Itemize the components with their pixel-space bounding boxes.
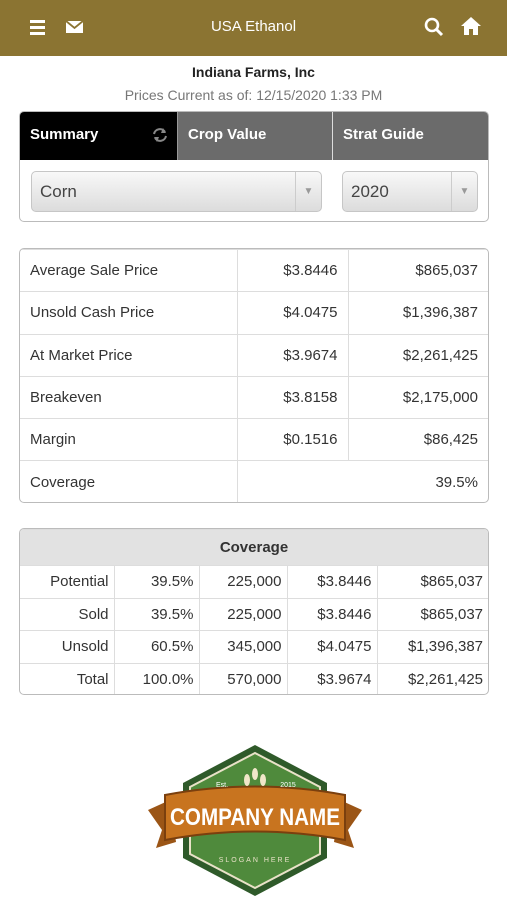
table-row: At Market Price $3.9674 $2,261,425 [20, 333, 488, 377]
select-value: Corn [40, 182, 77, 201]
table-row: Sold 39.5% 225,000 $3.8446 $865,037 [20, 597, 488, 631]
tab-label: Crop Value [188, 126, 267, 143]
table-cell: 100.0% [113, 662, 200, 694]
table-cell: Unsold [20, 630, 115, 664]
table-cell: 39.5% [113, 565, 200, 599]
table-cell: 345,000 [198, 630, 288, 664]
table-cell: 60.5% [113, 630, 200, 664]
table-cell: 39.5% [113, 597, 200, 631]
table-cell: $2,261,425 [347, 333, 488, 377]
table-title: Coverage [20, 529, 488, 566]
table-cell: $3.8158 [236, 375, 349, 420]
mail-icon[interactable] [64, 18, 86, 36]
table-cell: Breakeven [20, 375, 238, 420]
table-cell: $3.9674 [286, 662, 378, 694]
tab[interactable]: Strat Guide [332, 112, 488, 160]
logo-name: COMPANY NAME [170, 804, 340, 831]
table-row: Unsold Cash Price $4.0475 $1,396,387 [20, 291, 488, 335]
table-cell: Average Sale Price [20, 249, 238, 293]
year-select[interactable]: 2020 ▼ [342, 171, 478, 212]
app-header: USA Ethanol [0, 0, 507, 56]
table-cell: $0.1516 [236, 418, 349, 462]
table-row: Coverage 39.5% [20, 460, 488, 502]
table-cell: $86,425 [347, 418, 488, 462]
menu-icon[interactable] [28, 18, 48, 36]
table-cell: $4.0475 [286, 630, 378, 664]
table-cell: $3.8446 [236, 249, 349, 293]
logo-year: 2015 [280, 782, 296, 789]
farm-name: Indiana Farms, Inc [192, 64, 315, 80]
logo-slogan: SLOGAN HERE [219, 857, 292, 864]
table-cell: $2,175,000 [347, 375, 488, 420]
table-row: Average Sale Price $3.8446 $865,037 [20, 249, 488, 293]
table-cell: $3.9674 [236, 333, 349, 377]
table-cell: $2,261,425 [376, 662, 488, 694]
table-cell: Sold [20, 597, 115, 631]
table-cell: $865,037 [376, 597, 488, 631]
select-value: 2020 [351, 182, 389, 201]
table-row: Breakeven $3.8158 $2,175,000 [20, 375, 488, 420]
tab-label: Summary [30, 126, 99, 143]
table-header-row: Coverage [20, 529, 488, 566]
table-cell: 225,000 [198, 597, 288, 631]
table-cell: 570,000 [198, 662, 288, 694]
table-row: Unsold 60.5% 345,000 $4.0475 $1,396,387 [20, 630, 488, 664]
table-cell: Coverage [20, 460, 238, 502]
tab-panel: Summary Crop Value Strat Guide Corn ▼ 202… [19, 111, 489, 222]
table-cell: Margin [20, 418, 238, 462]
logo-est: Est. [216, 782, 228, 789]
table-cell: $3.8446 [286, 565, 378, 599]
table-cell: Potential [20, 565, 115, 599]
tab-label: Strat Guide [343, 126, 424, 143]
table: Coverage Potential 39.5% 225,000 $3.8446 $865… [20, 529, 488, 694]
table-row: Margin $0.1516 $86,425 [20, 418, 488, 462]
summary-table: Average Sale Price $3.8446 $865,037 Unsold … [19, 248, 489, 503]
app-title: USA Ethanol [210, 18, 297, 35]
table-cell: $865,037 [347, 249, 488, 293]
table-cell: 225,000 [198, 565, 288, 599]
company-logo: Est. 2015 COMPANY NAME SLOGAN HERE [148, 745, 362, 896]
table-cell: At Market Price [20, 333, 238, 377]
table-cell: 39.5% [236, 460, 488, 502]
coverage-table: Coverage Potential 39.5% 225,000 $3.8446 $865… [19, 528, 489, 695]
table-cell: Total [20, 662, 115, 694]
crop-select[interactable]: Corn ▼ [31, 171, 322, 212]
search-icon[interactable] [423, 16, 445, 38]
table-row: Total 100.0% 570,000 $3.9674 $2,261,425 [20, 662, 488, 694]
table-row: Potential 39.5% 225,000 $3.8446 $865,037 [20, 565, 488, 599]
table-cell: $865,037 [376, 565, 488, 599]
tab[interactable]: Summary [20, 112, 177, 160]
table-cell: $3.8446 [286, 597, 378, 631]
tab[interactable]: Crop Value [177, 112, 332, 160]
refresh-icon[interactable] [151, 126, 169, 144]
table-cell: $1,396,387 [376, 630, 488, 664]
table: Average Sale Price $3.8446 $865,037 Unsold … [20, 249, 488, 502]
home-icon[interactable] [459, 15, 483, 37]
prices-date: Prices Current as of: 12/15/2020 1:33 PM [124, 87, 383, 103]
table-cell: $1,396,387 [347, 291, 488, 335]
table-cell: $4.0475 [236, 291, 349, 335]
table-cell: Unsold Cash Price [20, 291, 238, 335]
